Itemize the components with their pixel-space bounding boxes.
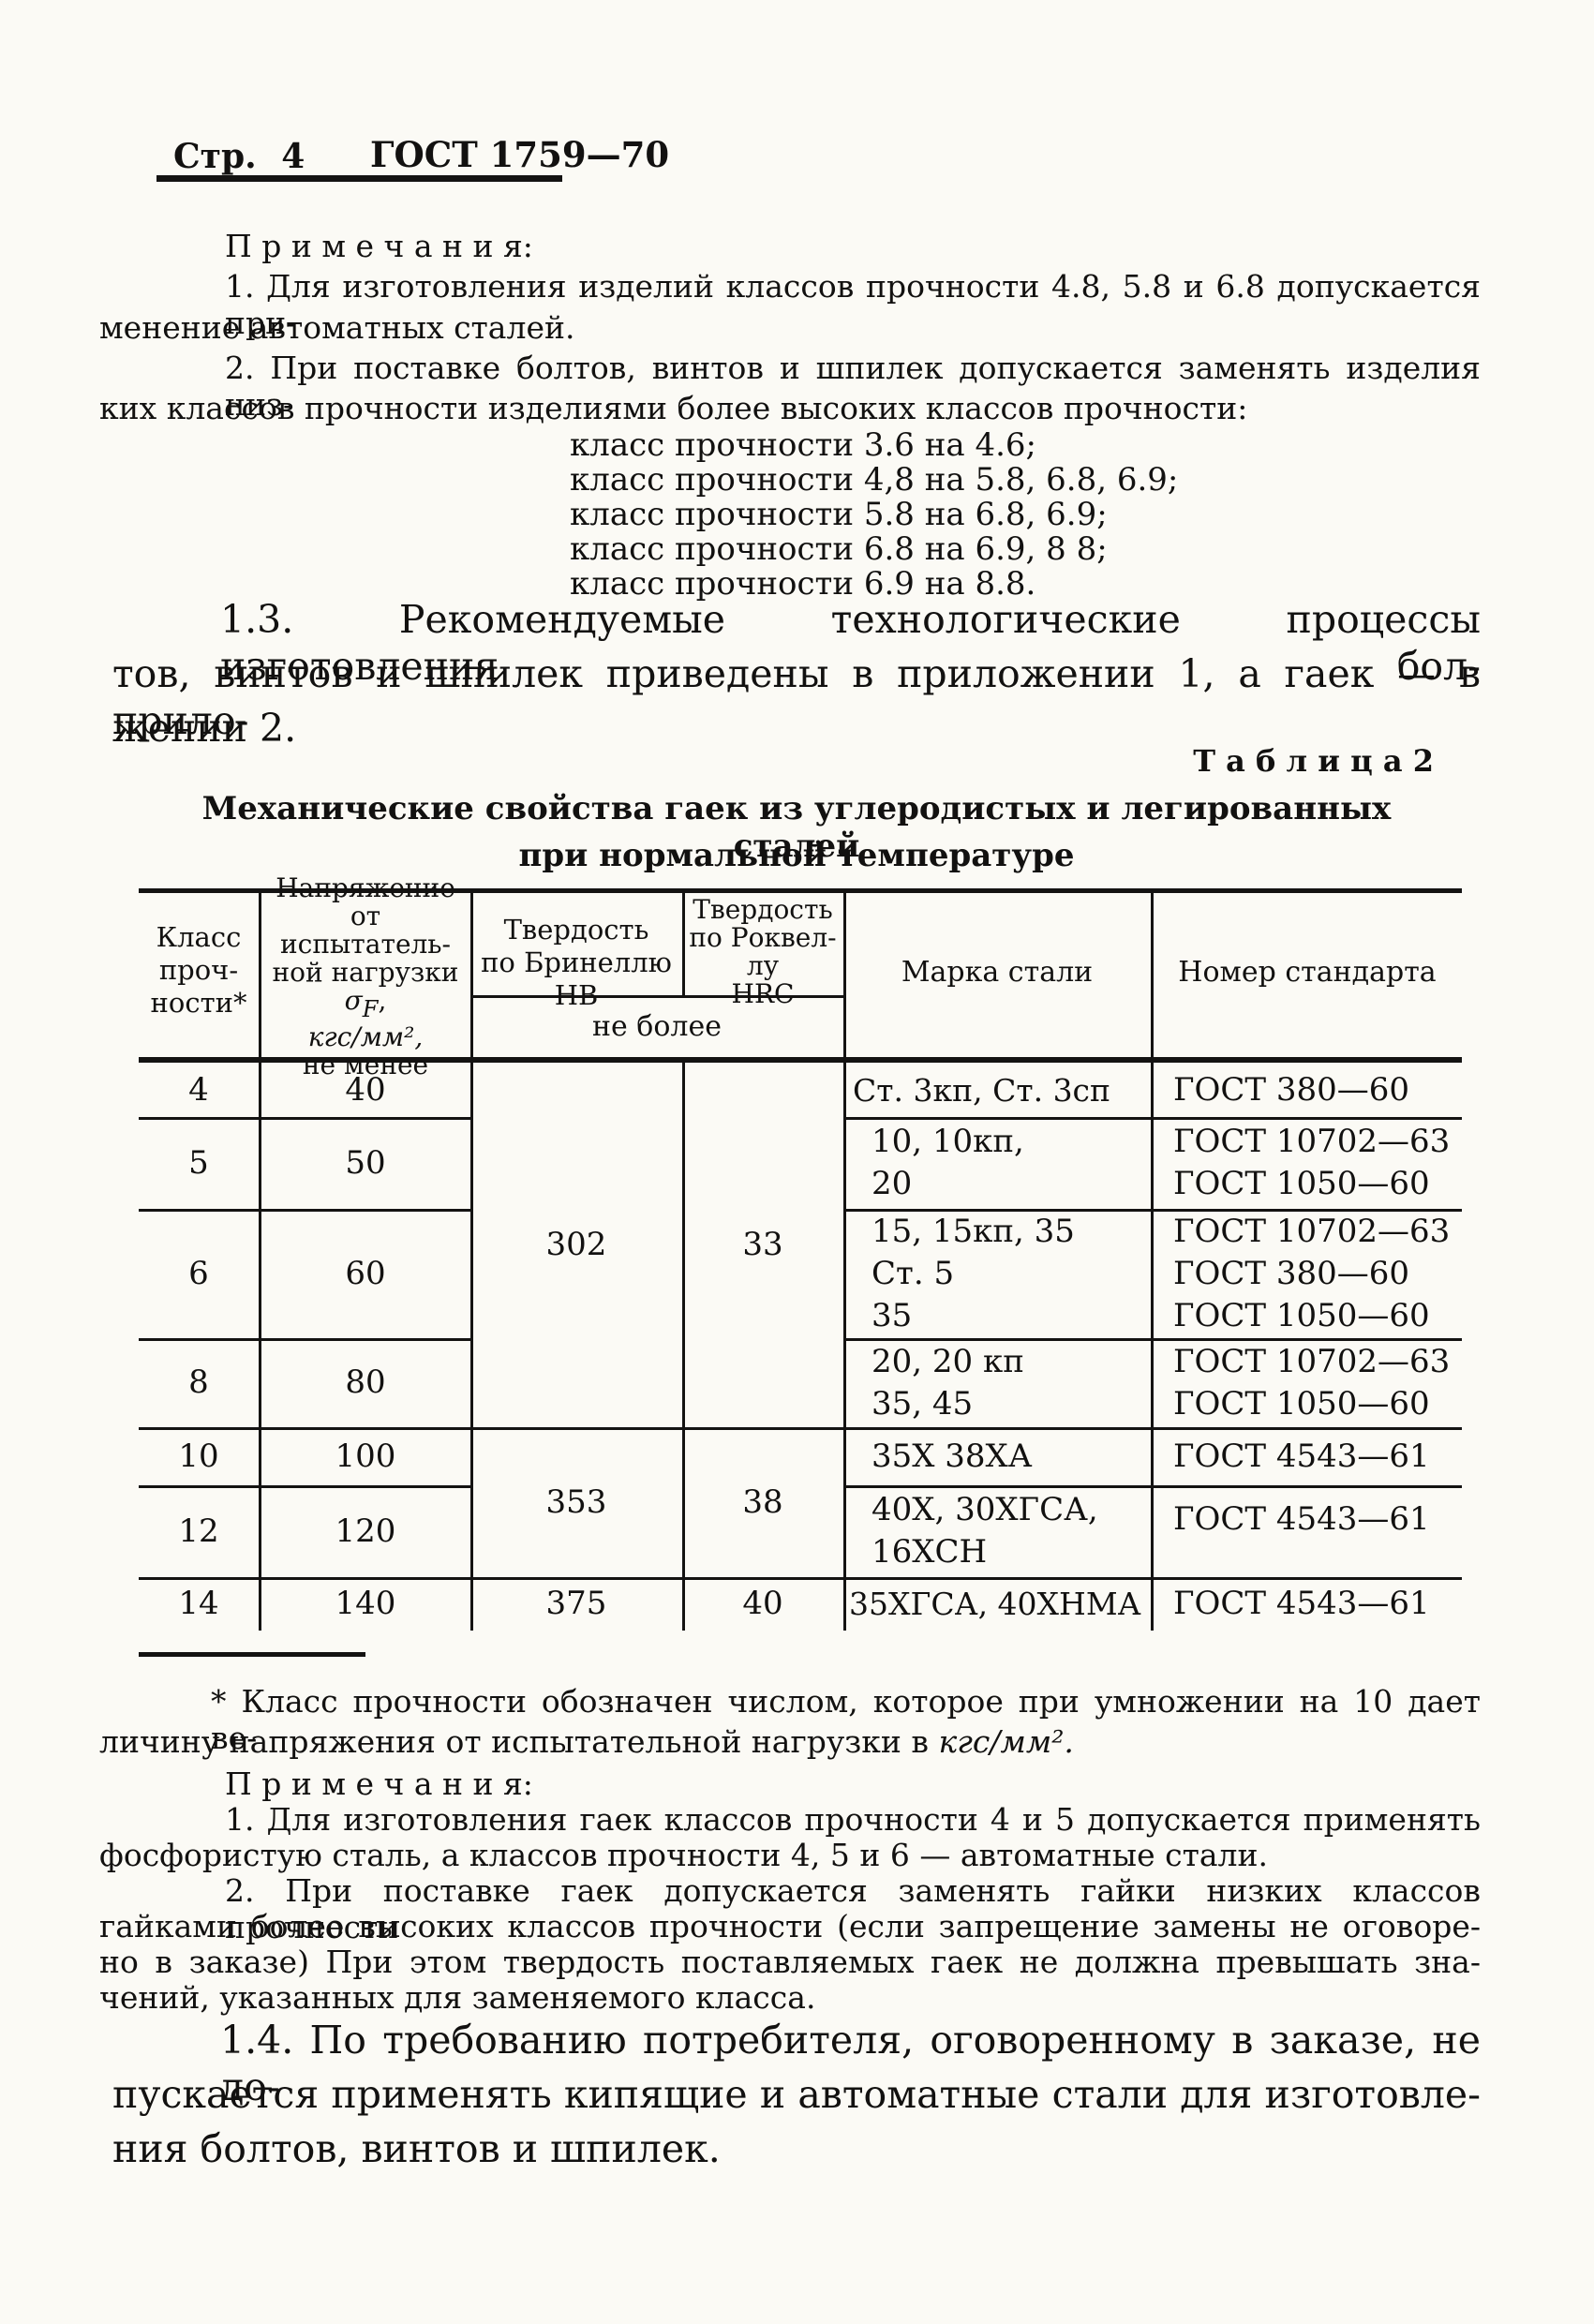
note1-line2: менение автоматных сталей. <box>99 309 575 346</box>
cell-stress: 40 <box>345 1070 386 1109</box>
header-col-steel: Марка стали <box>901 956 1094 989</box>
bnote2-line3: но в заказе) При этом твердость поставля… <box>99 1944 1481 1980</box>
table-top-border <box>139 888 1462 893</box>
cell-steel: 35ХГСА, 40ХНМА <box>849 1586 1141 1622</box>
cell-class: 14 <box>178 1585 219 1622</box>
row-sep <box>139 1117 470 1120</box>
cell-steel: Ст. 3кп, Ст. 3сп <box>853 1071 1111 1109</box>
class-substitution-line: класс прочности 6.8 на 6.9, 8 8; <box>570 530 1108 568</box>
table-header-border <box>139 1057 1462 1063</box>
clause-1-4-line2: пускается применять кипящие и автоматные… <box>112 2072 1481 2117</box>
note2-line2: ких классов прочности изделиями более вы… <box>99 390 1248 426</box>
bnote2-line4: чений, указанных для заменяемого класса. <box>99 1979 816 2016</box>
row-sep <box>139 1209 470 1212</box>
cell-steel: 40Х, 30ХГСА, 16ХСН <box>871 1491 1098 1571</box>
cell-steel: 10, 10кп, 20 <box>871 1123 1024 1202</box>
notes-top-title: П р и м е ч а н и я: <box>225 228 533 264</box>
units-kgf: кгс/мм². <box>938 1723 1074 1760</box>
cell-stress: 60 <box>345 1254 386 1292</box>
cell-standard: ГОСТ 380—60 <box>1173 1070 1410 1109</box>
note2-line1: 2. При поставке болтов, винтов и шпилек … <box>225 350 1481 423</box>
clause-1-4-line3: ния болтов, винтов и шпилек. <box>112 2126 721 2171</box>
bnote2-line1: 2. При поставке гаек допускается заменят… <box>225 1872 1481 1945</box>
row-sep <box>843 1338 1462 1341</box>
row-sep <box>843 1117 1462 1120</box>
cell-class: 5 <box>188 1143 209 1182</box>
cell-stress: 120 <box>335 1512 396 1550</box>
header-ne-bolee: не более <box>592 1010 722 1043</box>
cell-hrc: 40 <box>742 1585 783 1622</box>
row-sep <box>139 1485 470 1488</box>
cell-stress: 100 <box>335 1437 396 1475</box>
class-substitution-line: класс прочности 6.9 на 8.8. <box>570 565 1036 603</box>
bnote1-line2: фосфористую сталь, а классов прочности 4… <box>99 1837 1268 1873</box>
cell-stress: 80 <box>345 1363 386 1401</box>
class-substitution-line: класс прочности 5.8 на 6.8, 6.9; <box>570 496 1108 533</box>
col-divider-3-header <box>682 888 685 995</box>
col-divider-4 <box>843 888 846 1631</box>
clause-1-3-line1: 1.3. Рекомендуемые технологические проце… <box>220 597 1481 689</box>
footnote-rule <box>139 1652 365 1657</box>
clause-1-3-line2: тов, винтов и шпилек приведены в приложе… <box>112 651 1481 743</box>
cell-class: 6 <box>188 1254 209 1292</box>
notes-bottom-title: П р и м е ч а н и я: <box>225 1765 533 1802</box>
cell-class: 4 <box>188 1070 209 1109</box>
clause-1-3-line3: жении 2. <box>112 706 297 751</box>
cell-steel: 35Х 38ХА <box>871 1437 1033 1475</box>
table-caption-line2: при нормальной температуре <box>518 837 1075 874</box>
cell-hb-merged-2: 353 <box>545 1482 607 1521</box>
header-col-standard: Номер стандарта <box>1178 956 1437 989</box>
cell-steel: 15, 15кп, 35 Ст. 5 35 <box>871 1212 1075 1334</box>
ne-bolee-rule <box>470 995 843 998</box>
cell-standard: ГОСТ 10702—63 ГОСТ 1050—60 <box>1173 1342 1451 1423</box>
cell-hrc-merged-1: 33 <box>742 1226 783 1263</box>
row-sep <box>139 1338 470 1341</box>
row-sep <box>139 1427 1462 1430</box>
sigma-symbol: σF, <box>344 984 387 1022</box>
note1-line1: 1. Для изготовления изделий классов проч… <box>225 268 1481 341</box>
class-substitution-line: класс прочности 4,8 на 5.8, 6.8, 6.9; <box>570 461 1179 499</box>
cell-class: 10 <box>178 1437 219 1475</box>
header-col-hrc: Твердость по Роквел- лу HRC <box>689 894 837 1009</box>
cell-standard: ГОСТ 4543—61 <box>1173 1437 1430 1475</box>
page-number-label: Стр. 4 <box>173 137 305 176</box>
cell-standard: ГОСТ 10702—63 ГОСТ 1050—60 <box>1173 1123 1451 1202</box>
footnote-line2: личину напряжения от испытательной нагру… <box>99 1723 1074 1760</box>
footnote-line1: * Класс прочности обозначен числом, кото… <box>211 1683 1481 1756</box>
row-sep <box>843 1209 1462 1212</box>
header-col-hb: Твердость по Бринеллю НВ <box>481 913 672 1011</box>
table-label: Т а б л и ц а 2 <box>1193 743 1434 779</box>
col-divider-2 <box>470 888 473 1631</box>
cell-standard: ГОСТ 4543—61 <box>1173 1585 1430 1622</box>
doc-number: ГОСТ 1759—70 <box>370 134 670 175</box>
cell-hb: 375 <box>545 1585 607 1622</box>
bnote2-line2: гайками более высоких классов прочности … <box>99 1908 1481 1944</box>
bnote1-line1: 1. Для изготовления гаек классов прочнос… <box>225 1801 1481 1838</box>
cell-stress: 50 <box>345 1143 386 1182</box>
col-divider-3-body <box>682 1063 685 1631</box>
cell-standard: ГОСТ 10702—63 ГОСТ 380—60 ГОСТ 1050—60 <box>1173 1212 1451 1334</box>
row-sep <box>139 1577 1462 1580</box>
class-substitution-line: класс прочности 3.6 на 4.6; <box>570 426 1036 464</box>
header-col-class: Класс проч- ности* <box>150 920 247 1019</box>
cell-standard: ГОСТ 4543—61 <box>1173 1500 1430 1538</box>
clause-1-4-line1: 1.4. По требованию потребителя, оговорен… <box>220 2018 1481 2109</box>
table-caption-line1: Механические свойства гаек из углеродист… <box>201 790 1392 865</box>
header-col-stress: Напряжение от испытатель- ной нагрузки σ… <box>272 872 459 1080</box>
cell-class: 8 <box>188 1363 209 1401</box>
row-sep <box>843 1485 1462 1488</box>
col-divider-1 <box>259 888 261 1631</box>
cell-steel: 20, 20 кп 35, 45 <box>871 1342 1024 1423</box>
cell-class: 12 <box>178 1512 219 1550</box>
cell-hb-merged-1: 302 <box>545 1226 607 1263</box>
header-rule <box>156 175 562 182</box>
cell-stress: 140 <box>335 1585 396 1622</box>
col-divider-5 <box>1151 888 1154 1631</box>
cell-hrc-merged-2: 38 <box>742 1482 783 1521</box>
